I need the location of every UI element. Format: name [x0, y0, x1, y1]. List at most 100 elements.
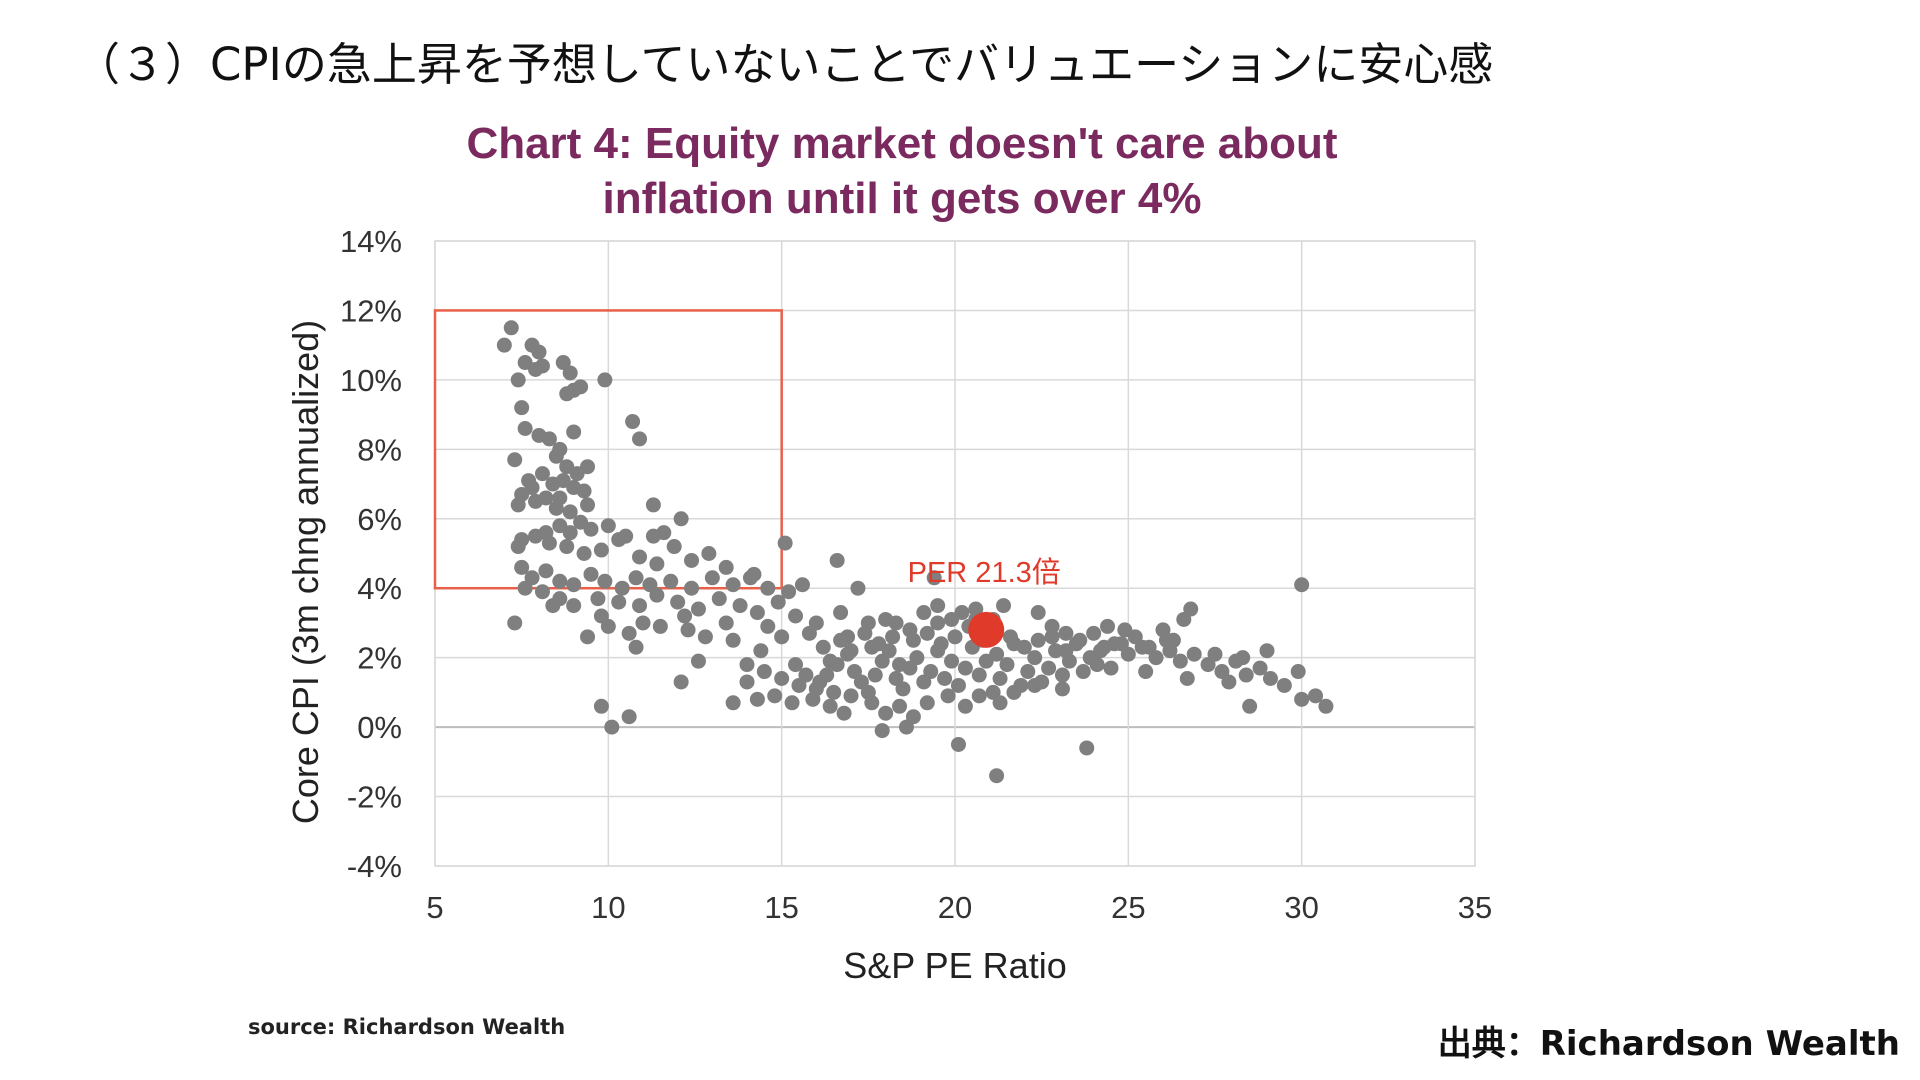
scatter-point [538, 490, 554, 506]
scatter-point [701, 546, 717, 561]
scatter-point [1252, 660, 1268, 676]
scatter-point [597, 573, 613, 589]
scatter-point [944, 653, 960, 669]
scatter-point [680, 622, 696, 638]
scatter-point [1221, 674, 1237, 690]
scatter-point [989, 768, 1005, 784]
scatter-point [888, 615, 904, 631]
scatter-point [1079, 740, 1095, 756]
scatter-point [902, 622, 918, 638]
scatter-point [992, 695, 1008, 711]
x-tick-label: 5 [426, 890, 443, 925]
scatter-point [600, 518, 616, 534]
scatter-point [878, 705, 894, 721]
scatter-point [632, 431, 648, 447]
x-tick-label: 20 [938, 890, 972, 925]
scatter-point [576, 483, 592, 499]
scatter-point [1020, 664, 1036, 680]
scatter-point [822, 653, 838, 669]
scatter-point [1183, 601, 1199, 617]
scatter-point [545, 598, 561, 614]
scatter-point [673, 511, 689, 527]
scatter-point [573, 514, 589, 530]
scatter-point [628, 639, 644, 655]
scatter-point [895, 681, 911, 697]
scatter-point [801, 625, 817, 641]
scatter-point [1179, 671, 1195, 686]
scatter-point [649, 556, 665, 572]
scatter-point [1103, 660, 1119, 676]
scatter-point [704, 570, 720, 586]
tick-labels: -4% -2% 0% 2% 4% 6% 8% 10% 12% 14% 5 10 15 20 25 30 35 [340, 224, 1492, 925]
scatter-point [576, 546, 592, 561]
y-tick-label: 8% [357, 432, 402, 467]
scatter-point [1075, 664, 1091, 680]
scatter-point [510, 539, 526, 555]
scatter-point [552, 573, 568, 589]
scatter-point [788, 608, 804, 624]
scatter-point [798, 667, 814, 683]
scatter-point [843, 688, 859, 704]
scatter-point [957, 660, 973, 676]
scatter-point [517, 421, 533, 436]
scatter-point [1054, 681, 1070, 697]
y-tick-label: 4% [357, 571, 402, 606]
scatter-point [673, 674, 689, 690]
scatter-point [881, 643, 897, 659]
scatter-point [697, 629, 713, 645]
scatter-point [507, 452, 523, 468]
scatter-point [898, 719, 914, 735]
scatter-point [999, 657, 1015, 673]
scatter-point [864, 639, 880, 655]
scatter-point [517, 580, 533, 596]
scatter-point [1158, 632, 1174, 648]
scatter-point [566, 598, 582, 614]
scatter-point [826, 684, 842, 700]
scatter-point [815, 639, 831, 655]
scatter-point [756, 664, 772, 680]
scatter-point [857, 625, 873, 641]
scatter-point [510, 497, 526, 513]
scatter-point [1002, 629, 1018, 645]
scatter-point [684, 552, 700, 568]
scatter-point [1106, 636, 1122, 652]
scatter-point [725, 632, 741, 648]
scatter-point [632, 598, 648, 614]
scatter-point [663, 573, 679, 589]
scatter-point [566, 424, 582, 440]
scatter-point [753, 643, 769, 659]
scatter-point [794, 577, 810, 593]
scatter-point [1030, 632, 1046, 648]
data-points [496, 320, 1334, 784]
scatter-point [507, 615, 523, 631]
scatter-point [1041, 660, 1057, 676]
scatter-point [1027, 650, 1043, 666]
scatter-point [937, 671, 953, 686]
scatter-point [992, 671, 1008, 686]
scatter-point [503, 320, 519, 336]
scatter-point [950, 677, 966, 693]
scatter-point [1044, 629, 1060, 645]
scatter-point [926, 570, 942, 586]
scatter-point [767, 688, 783, 704]
scatter-point [628, 570, 644, 586]
scatter-point [1089, 657, 1105, 673]
scatter-point [611, 532, 627, 548]
scatter-point [1138, 664, 1154, 680]
scatter-point [725, 695, 741, 711]
scatter-point [1294, 577, 1310, 593]
scatter-point [690, 601, 706, 617]
scatter-point [746, 566, 762, 582]
scatter-point [625, 414, 641, 430]
scatter-point [874, 723, 890, 739]
scatter-point [833, 605, 849, 621]
scatter-point [833, 632, 849, 648]
scatter-point [947, 629, 963, 645]
chart-title-line-1: Chart 4: Equity market doesn't care abou… [466, 119, 1337, 168]
scatter-point [1016, 639, 1032, 655]
scatter-point [950, 736, 966, 752]
scatter-point [760, 580, 776, 596]
scatter-point [822, 698, 838, 714]
scatter-point [774, 671, 790, 686]
scatter-point [774, 629, 790, 645]
